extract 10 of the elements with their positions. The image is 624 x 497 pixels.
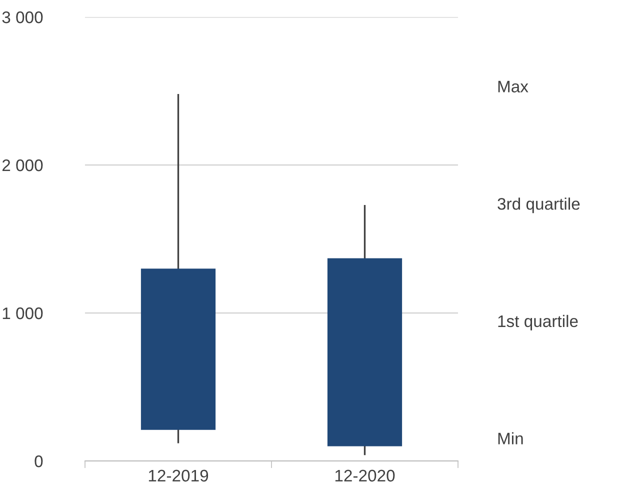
x-tick-label: 12-2020 — [335, 470, 395, 482]
y-tick-label: 1 000 — [2, 307, 43, 320]
y-tick-label: 2 000 — [2, 159, 43, 172]
text: 1st quartile — [498, 314, 578, 330]
text: 3rd quartile — [498, 198, 580, 214]
x-tick-label: 12-2019 — [148, 470, 208, 482]
text: Min — [498, 432, 523, 444]
y-tick-label: 0 — [34, 455, 43, 468]
y-tick-label: 3 000 — [2, 11, 43, 24]
text: Max — [498, 80, 528, 92]
